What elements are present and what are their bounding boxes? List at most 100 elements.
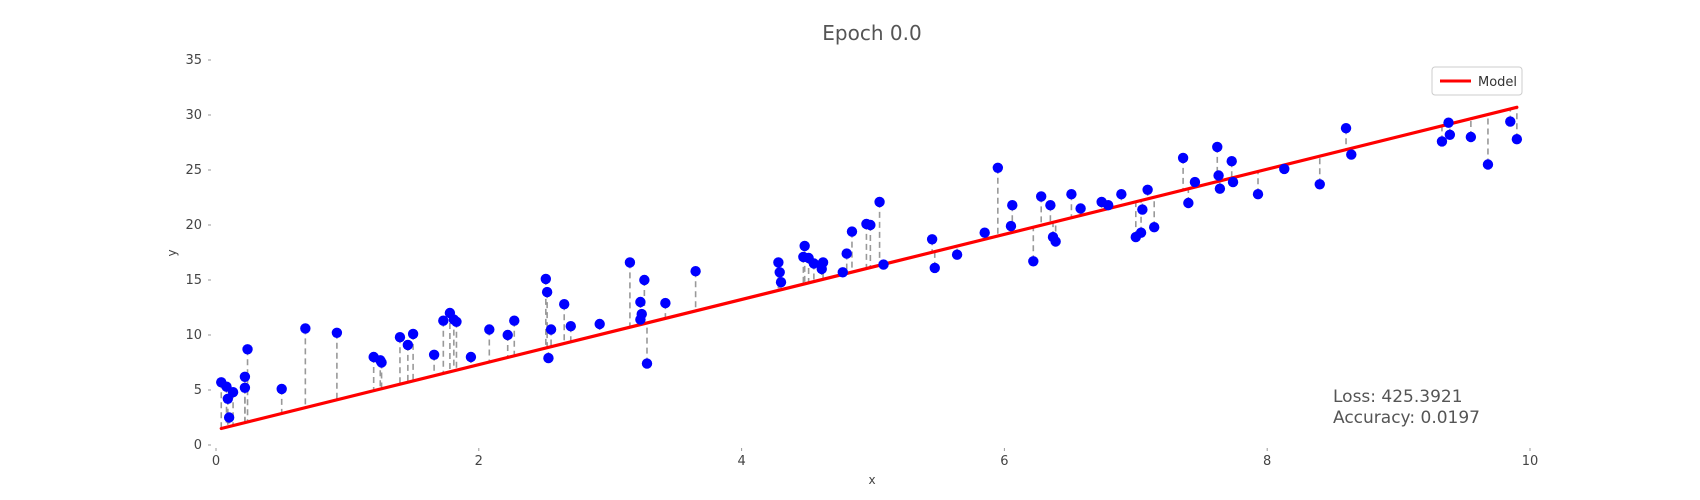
data-point — [1137, 204, 1148, 215]
data-point — [438, 315, 449, 326]
data-point — [543, 352, 554, 364]
data-point — [1007, 200, 1018, 211]
data-point — [874, 196, 885, 208]
y-tick-label: 35 — [185, 53, 202, 68]
data-point — [1279, 163, 1290, 175]
data-point — [1028, 256, 1039, 267]
data-point — [1505, 116, 1516, 127]
y-axis: 0 5 10 15 20 25 30 35 — [185, 53, 211, 453]
data-point — [502, 329, 513, 341]
data-point — [484, 324, 495, 335]
data-point — [926, 234, 938, 245]
data-point — [1045, 200, 1056, 211]
data-point — [1511, 134, 1523, 145]
data-point — [639, 274, 650, 286]
data-point — [1075, 203, 1086, 214]
data-point — [223, 412, 235, 423]
data-point — [1436, 136, 1448, 147]
data-point — [929, 262, 940, 274]
data-point — [951, 249, 963, 260]
data-point — [428, 349, 440, 360]
data-point — [559, 299, 570, 310]
data-point — [1465, 131, 1477, 143]
y-axis-label: y — [165, 249, 179, 256]
data-point — [624, 257, 636, 268]
data-point — [865, 219, 876, 231]
data-point — [540, 273, 552, 285]
data-point — [239, 382, 251, 393]
model-line-group — [219, 105, 1519, 431]
data-point — [448, 314, 460, 325]
x-axis-label: x — [868, 473, 875, 487]
data-point — [594, 318, 605, 330]
accuracy-annotation: Accuracy: 0.0197 — [1333, 408, 1480, 428]
data-point — [1148, 222, 1160, 233]
data-point — [1482, 159, 1494, 170]
data-point — [635, 314, 646, 325]
data-point — [1050, 236, 1061, 247]
data-point — [239, 371, 251, 382]
data-point — [509, 315, 520, 326]
data-points — [216, 116, 1523, 423]
data-point — [1340, 123, 1352, 134]
y-tick-label: 25 — [185, 163, 202, 178]
data-point — [1444, 129, 1456, 140]
x-tick-label: 0 — [212, 454, 220, 469]
y-tick-label: 10 — [185, 328, 202, 343]
data-point — [878, 259, 889, 270]
data-point — [465, 351, 477, 363]
data-point — [1035, 191, 1047, 202]
loss-annotation: Loss: 425.3921 — [1333, 387, 1463, 407]
data-point — [775, 277, 787, 288]
y-tick-label: 20 — [185, 218, 202, 233]
data-point — [407, 328, 419, 340]
data-point — [545, 324, 557, 335]
y-tick-label: 5 — [194, 383, 202, 398]
data-point — [817, 257, 829, 268]
data-point — [1314, 179, 1325, 190]
data-point — [541, 286, 553, 298]
data-point — [242, 344, 253, 355]
x-tick-label: 2 — [475, 454, 483, 469]
data-point — [1443, 117, 1454, 128]
chart-title: Epoch 0.0 — [822, 21, 921, 45]
data-point — [1346, 149, 1357, 160]
data-point — [1135, 227, 1147, 238]
data-point — [1214, 183, 1226, 194]
data-point — [1177, 152, 1189, 164]
data-point — [660, 297, 671, 309]
x-tick-label: 4 — [737, 454, 745, 469]
legend-box — [1431, 66, 1523, 96]
data-point — [1226, 156, 1237, 167]
data-point — [774, 267, 785, 278]
data-point — [331, 327, 343, 338]
data-point — [394, 332, 406, 343]
data-point — [1116, 189, 1127, 200]
data-point — [635, 296, 646, 308]
data-point — [375, 355, 386, 366]
data-point — [808, 258, 820, 269]
data-point — [1142, 184, 1153, 195]
data-point — [992, 162, 1004, 173]
data-point — [402, 339, 414, 351]
data-point — [227, 387, 239, 398]
x-axis: 0 2 4 6 8 10 — [212, 448, 1538, 469]
data-point — [979, 227, 990, 238]
legend-model-label: Model — [1478, 75, 1517, 90]
data-point — [1005, 220, 1017, 232]
y-tick-label: 15 — [185, 273, 202, 288]
x-tick-label: 8 — [1263, 454, 1271, 469]
data-point — [1103, 200, 1114, 211]
model-line — [219, 105, 1519, 431]
data-point — [300, 323, 311, 334]
data-point — [1227, 176, 1239, 188]
data-point — [690, 266, 701, 277]
data-point — [1213, 170, 1224, 181]
data-point — [773, 257, 784, 268]
x-tick-label: 6 — [1000, 454, 1008, 469]
data-point — [1189, 176, 1201, 188]
y-tick-label: 0 — [194, 438, 202, 453]
data-point — [565, 321, 576, 332]
data-point — [841, 248, 852, 259]
